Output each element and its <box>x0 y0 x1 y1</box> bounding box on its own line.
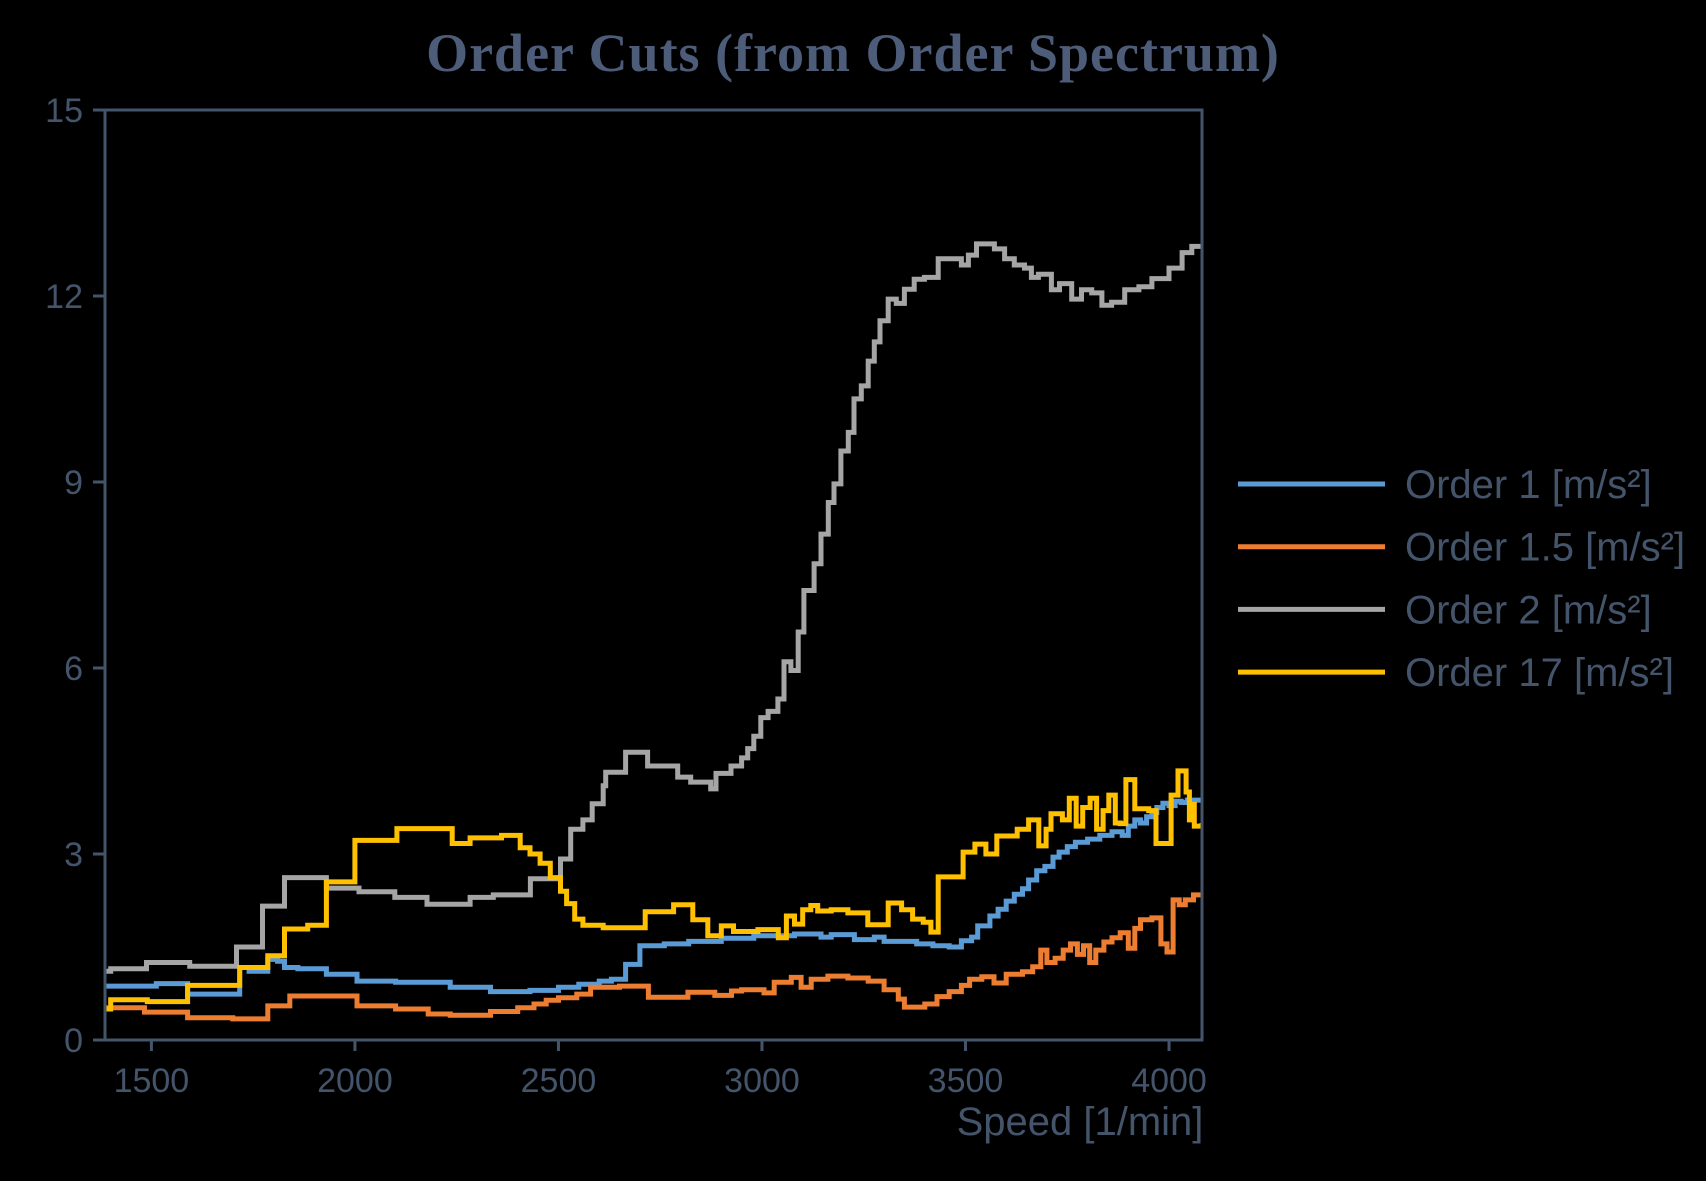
series-order-2-m-s-line <box>105 241 1202 974</box>
legend-label-order-2-m-s: Order 2 [m/s²] <box>1405 588 1652 632</box>
y-tick-label: 9 <box>64 464 83 502</box>
legend-label-order-1-m-s: Order 1 [m/s²] <box>1405 463 1652 507</box>
x-tick-label: 2000 <box>317 1062 393 1100</box>
series-order-1-5-m-s-line <box>105 892 1202 1022</box>
x-tick-label: 1500 <box>114 1062 190 1100</box>
y-tick-label: 12 <box>45 278 83 316</box>
y-tick-label: 15 <box>45 92 83 130</box>
x-tick-label: 4000 <box>1131 1062 1207 1100</box>
x-tick-label: 3500 <box>928 1062 1004 1100</box>
legend-label-order-1-5-m-s: Order 1.5 [m/s²] <box>1405 526 1685 570</box>
x-tick-label: 3000 <box>724 1062 800 1100</box>
chart-title: Order Cuts (from Order Spectrum) <box>426 23 1280 83</box>
y-tick-label: 6 <box>64 650 83 688</box>
y-tick-label: 0 <box>64 1022 83 1060</box>
series-order-1-m-s-line <box>105 797 1202 997</box>
x-tick-label: 2500 <box>521 1062 597 1100</box>
x-axis-label: Speed [1/min] <box>957 1100 1204 1144</box>
y-tick-label: 3 <box>64 836 83 874</box>
plot-area-border <box>103 108 1204 1042</box>
legend-label-order-17-m-s: Order 17 [m/s²] <box>1405 651 1674 695</box>
series-order-17-m-s-line <box>105 768 1202 1012</box>
